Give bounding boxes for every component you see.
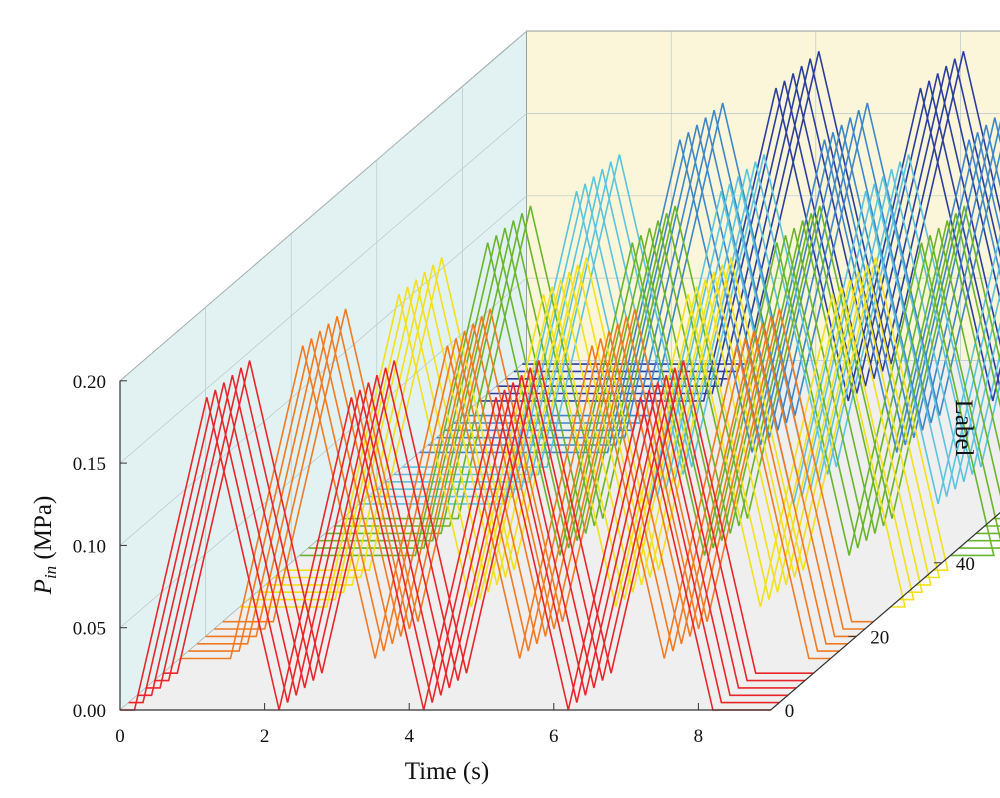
z-tick-label: 20 <box>870 627 889 648</box>
y-tick-label: 0.20 <box>73 372 106 393</box>
y-tick-label: 0.05 <box>73 619 106 640</box>
y-axis-title: Pin (MPa) <box>30 496 60 596</box>
y-tick-label: 0.10 <box>73 536 106 557</box>
y-axis-title-sub: in <box>41 566 60 579</box>
x-tick-label: 0 <box>115 726 125 747</box>
y-axis-title-unit: (MPa) <box>30 496 57 566</box>
y-tick-label: 0.00 <box>73 701 106 722</box>
y-axis-title-main: P <box>30 579 57 595</box>
y-tick-label: 0.15 <box>73 454 106 475</box>
x-axis-title: Time (s) <box>405 758 490 785</box>
x-tick-label: 4 <box>404 726 414 747</box>
x-tick-label: 6 <box>549 726 559 747</box>
z-tick-label: 40 <box>956 554 975 575</box>
x-tick-label: 2 <box>260 726 270 747</box>
x-tick-label: 8 <box>694 726 704 747</box>
z-tick-label: 0 <box>785 701 795 722</box>
z-axis-title: Label <box>950 400 977 457</box>
